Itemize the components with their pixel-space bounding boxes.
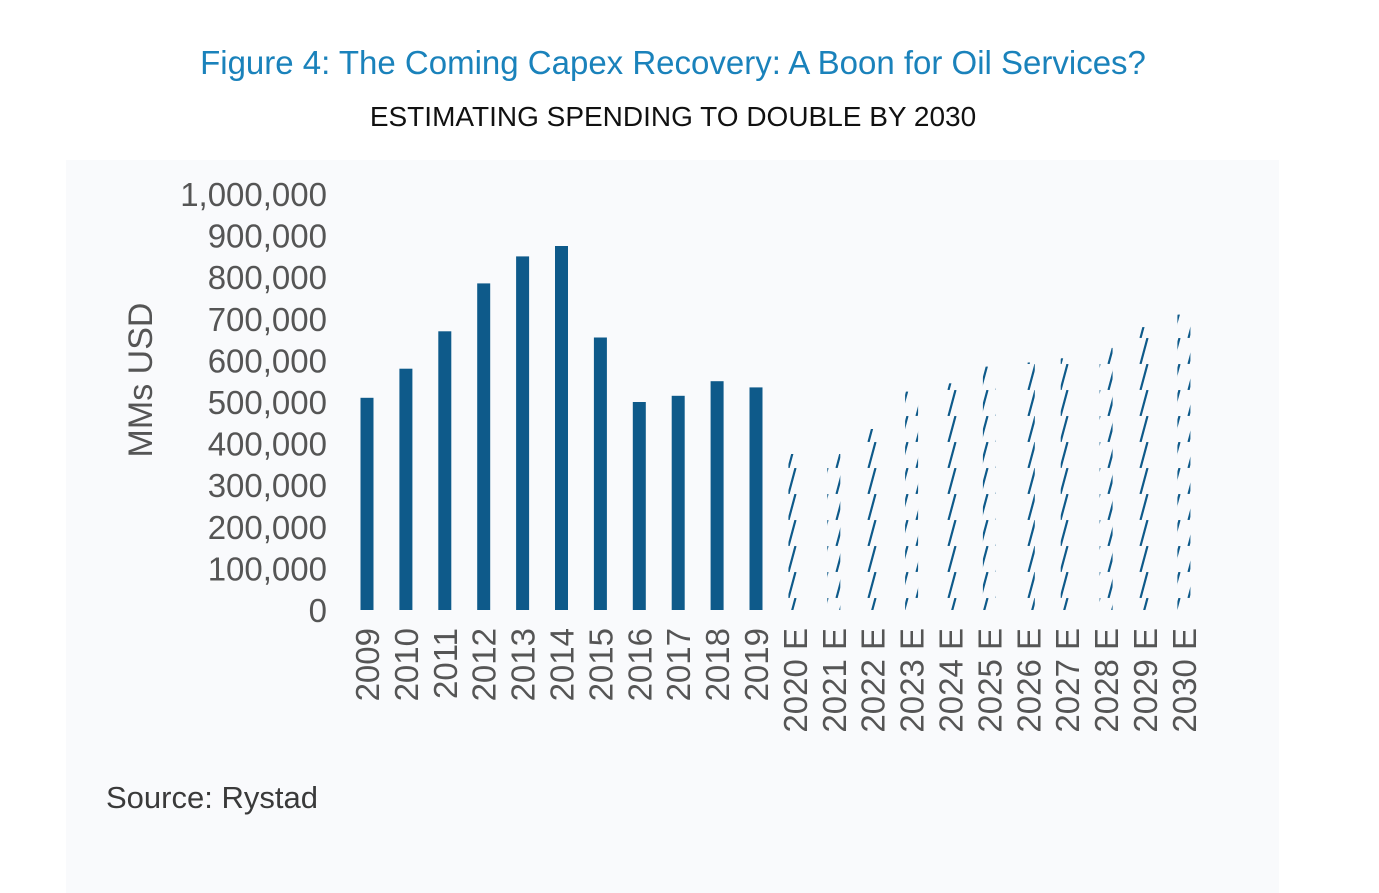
x-tick-label: 2029 E <box>1127 628 1164 733</box>
x-tick-label: 2020 E <box>777 628 814 733</box>
x-tick-label: 2025 E <box>971 628 1008 733</box>
x-tick-label: 2017 <box>660 628 697 701</box>
bar <box>399 368 413 610</box>
x-tick-label: 2019 <box>738 628 775 701</box>
bar <box>749 387 763 610</box>
bar <box>632 402 646 610</box>
x-tick-label: 2028 E <box>1088 628 1125 733</box>
x-tick-label: 2012 <box>466 628 503 701</box>
y-tick-label: 600,000 <box>208 342 327 379</box>
x-tick-label: 2009 <box>349 628 386 701</box>
chart-title: Figure 4: The Coming Capex Recovery: A B… <box>200 44 1146 81</box>
bar <box>555 246 568 610</box>
bar <box>593 337 607 610</box>
bar-estimate <box>905 391 919 610</box>
y-axis-ticks: 0 100,000 200,000 300,000 400,000 500,000 600,… <box>180 176 327 629</box>
x-tick-label: 2014 <box>544 628 581 701</box>
x-tick-label: 2030 E <box>1166 628 1203 733</box>
x-tick-label: 2018 <box>699 628 736 701</box>
x-tick-label: 2022 E <box>855 628 892 733</box>
y-tick-label: 700,000 <box>208 301 327 338</box>
y-tick-label: 1,000,000 <box>180 176 327 213</box>
x-tick-label: 2016 <box>621 628 658 701</box>
y-tick-label: 100,000 <box>208 550 327 587</box>
y-axis-label: MMs USD <box>122 303 160 458</box>
bar-estimate <box>1060 358 1074 610</box>
y-tick-label: 300,000 <box>208 467 327 504</box>
bars <box>360 246 1191 610</box>
bar <box>710 381 724 610</box>
bar-estimate <box>866 429 880 610</box>
x-tick-label: 2027 E <box>1049 628 1086 733</box>
x-tick-label: 2011 <box>427 628 464 699</box>
y-tick-label: 900,000 <box>208 218 327 255</box>
bar-estimate <box>788 454 802 610</box>
bar-estimate <box>1177 314 1191 610</box>
bar-estimate <box>1138 327 1152 610</box>
bar <box>360 397 374 610</box>
bar-estimate <box>1021 362 1035 610</box>
y-tick-label: 0 <box>309 592 327 629</box>
bar-estimate <box>1099 347 1113 610</box>
y-tick-label: 400,000 <box>208 426 327 463</box>
x-tick-label: 2023 E <box>894 628 931 733</box>
x-tick-label: 2013 <box>505 628 542 701</box>
chart-subtitle: ESTIMATING SPENDING TO DOUBLE BY 2030 <box>369 101 977 132</box>
bar <box>477 283 491 610</box>
x-axis-ticks: 2009 2010 2011 2012 2013 2014 2015 2016 2017 2018… <box>349 628 1203 733</box>
bar <box>671 395 685 610</box>
bar-estimate <box>982 366 996 610</box>
x-tick-label: 2015 <box>582 628 619 701</box>
bar <box>516 256 530 610</box>
y-tick-label: 200,000 <box>208 509 327 546</box>
x-tick-label: 2021 E <box>816 628 853 733</box>
y-tick-label: 800,000 <box>208 259 327 296</box>
y-tick-label: 500,000 <box>208 384 327 421</box>
x-tick-label: 2024 E <box>933 628 970 733</box>
x-tick-label: 2026 E <box>1010 628 1047 733</box>
x-tick-label: 2010 <box>388 628 425 701</box>
source-note: Source: Rystad <box>106 780 318 815</box>
bar-estimate <box>827 454 841 610</box>
bar <box>438 331 452 610</box>
bar-estimate <box>944 383 957 610</box>
